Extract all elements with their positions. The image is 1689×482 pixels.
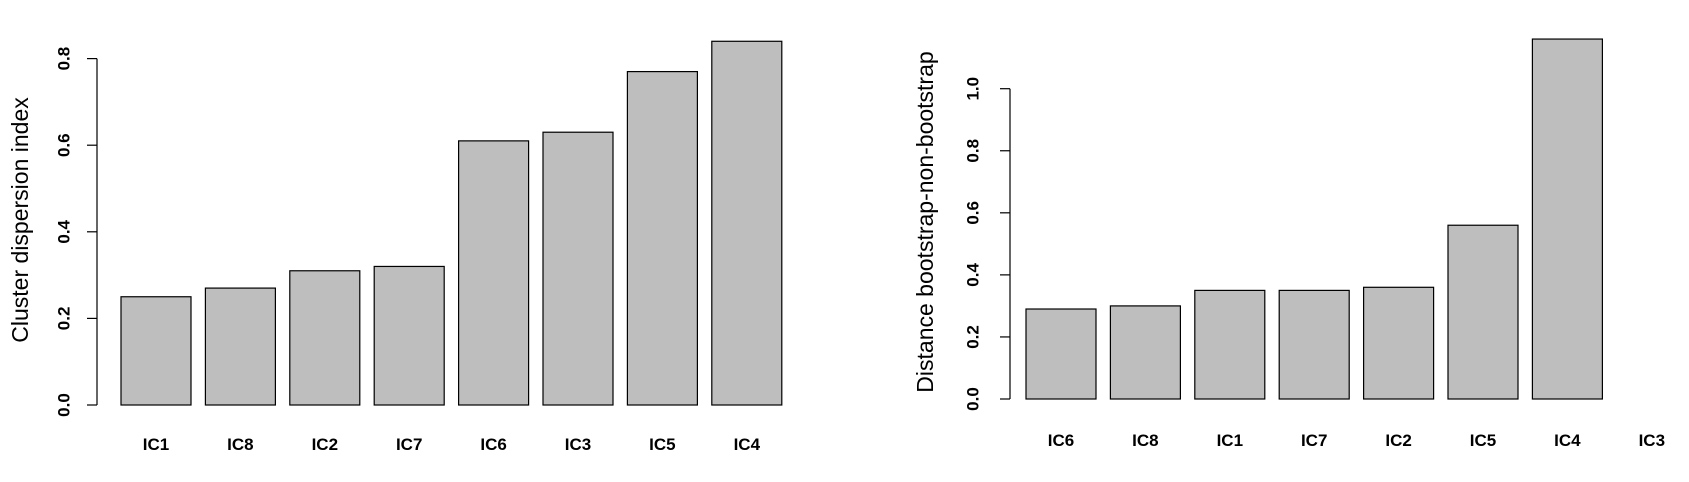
bar-ic5 xyxy=(626,70,699,406)
y-tick-label: 0.2 xyxy=(964,325,983,349)
bar-ic1 xyxy=(1194,289,1266,400)
y-tick-label: 0.6 xyxy=(55,133,74,157)
bar-ic8 xyxy=(204,287,276,406)
category-label-ic5: IC5 xyxy=(649,435,675,454)
category-label-ic2: IC2 xyxy=(1385,431,1411,450)
category-label-ic1: IC1 xyxy=(1217,431,1243,450)
bar-chart-2: 0.0 0.2 0.4 0.6 0.8 1.0 Distance bootstrap-non… xyxy=(912,38,1665,450)
y-tick-label: 0.0 xyxy=(55,393,74,417)
bar-ic4 xyxy=(711,40,783,406)
y-tick-label: 1.0 xyxy=(964,77,983,101)
category-label-ic7: IC7 xyxy=(396,435,422,454)
bar-ic3 xyxy=(542,131,614,406)
bar-ic1 xyxy=(120,296,192,406)
y-axis-title: Cluster dispersion index xyxy=(7,97,33,343)
category-label-ic2: IC2 xyxy=(312,435,338,454)
category-label-ic4: IC4 xyxy=(1554,431,1581,450)
category-label-ic6: IC6 xyxy=(1048,431,1074,450)
category-label-ic1: IC1 xyxy=(143,435,169,454)
bar-ic5 xyxy=(1447,224,1519,400)
bar-ic7 xyxy=(373,265,445,406)
category-label-ic6: IC6 xyxy=(480,435,506,454)
y-tick-label: 0.8 xyxy=(964,139,983,163)
bar-ic8 xyxy=(1109,305,1182,400)
bar-ic6 xyxy=(1025,308,1097,400)
y-axis-title: Distance bootstrap-non-bootstrap xyxy=(912,51,938,392)
y-tick-label: 0.4 xyxy=(964,263,983,287)
category-label-ic8: IC8 xyxy=(1132,431,1158,450)
bar-ic2 xyxy=(1362,286,1435,400)
y-tick-label: 0.6 xyxy=(964,201,983,225)
category-label-ic5: IC5 xyxy=(1470,431,1496,450)
category-label-ic4: IC4 xyxy=(734,435,761,454)
bar-ic4 xyxy=(1531,38,1604,400)
category-label-ic3: IC3 xyxy=(1639,431,1665,450)
y-tick-label: 0.0 xyxy=(964,387,983,411)
category-label-ic7: IC7 xyxy=(1301,431,1327,450)
bar-ic7 xyxy=(1278,289,1350,400)
y-tick-label: 0.4 xyxy=(55,219,74,243)
bar-ic2 xyxy=(289,270,361,406)
bar-chart-1: 0.0 0.2 0.4 0.6 0.8 Cluster dispersion index I… xyxy=(7,40,783,454)
category-label-ic8: IC8 xyxy=(227,435,253,454)
category-label-ic3: IC3 xyxy=(565,435,591,454)
y-tick-label: 0.2 xyxy=(55,307,74,331)
y-tick-label: 0.8 xyxy=(55,47,74,71)
bar-ic6 xyxy=(458,140,530,406)
